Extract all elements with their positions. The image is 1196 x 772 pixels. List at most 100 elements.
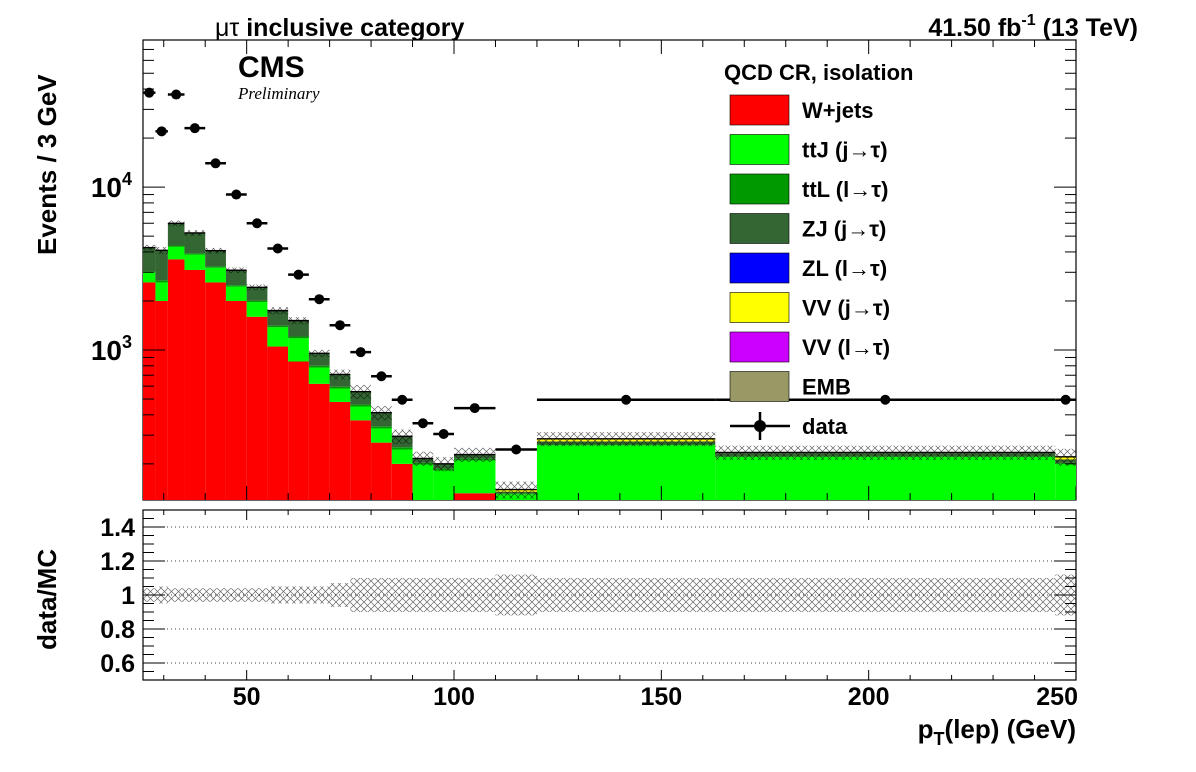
stack-bar-ttj (143, 272, 156, 283)
stack-bar-ttl (205, 266, 226, 268)
stack-bar-wjets (308, 383, 330, 500)
stack-bar-wjets (225, 300, 247, 500)
stack-bar-ttj (412, 464, 434, 500)
stack-bar-ttl (350, 404, 372, 407)
data-point (417, 418, 428, 429)
stack-bar-ttj (329, 388, 351, 402)
legend-swatch-ttj (729, 134, 790, 165)
stack-bar-ttj (391, 449, 413, 464)
data-point (1060, 394, 1071, 405)
y-axis-title: Events / 3 GeV (32, 74, 62, 255)
data-point (438, 429, 449, 440)
y-tick-label: 104 (91, 169, 132, 203)
main-axes: 103 104 (91, 39, 1077, 500)
stack-bar-ttl (329, 386, 351, 389)
legend-title: QCD CR, isolation (724, 60, 913, 85)
ratio-uncertainty-band (205, 588, 226, 602)
legend-marker-point (754, 420, 766, 432)
ratio-uncertainty-band (246, 588, 268, 602)
data-point (210, 158, 221, 169)
stack-bar-ttl (184, 253, 206, 255)
stack-bar-ttj (308, 367, 330, 384)
stack-bar-ttj (167, 246, 185, 260)
data-point (621, 394, 632, 405)
legend-swatch-ttl (729, 173, 790, 205)
data-point (144, 87, 155, 98)
x-tick-label: 150 (640, 683, 682, 711)
legend: QCD CR, isolation W+jets ttJ (j→τ) ttL (l→… (724, 60, 913, 440)
legend-label: VV (j→τ) (802, 296, 890, 321)
stack-bar-zj (143, 247, 156, 272)
stack-bar-ttj (350, 406, 372, 421)
stack-bar-ttl (155, 280, 168, 283)
stack-bar-ttj (246, 302, 268, 317)
stack-bar-ttl (267, 325, 289, 328)
stack-bar-zj (267, 310, 289, 326)
ratio-uncertainty-band (167, 588, 185, 602)
data-point (469, 403, 480, 414)
ratio-uncertainty-band (350, 578, 372, 612)
legend-swatch-vvj (729, 292, 790, 323)
ratio-y-tick-label: 1.2 (100, 548, 135, 576)
stack-bar-ttl (225, 285, 247, 287)
x-tick-label: 50 (233, 683, 261, 711)
data-point (376, 371, 387, 382)
stack-bar-wjets (184, 269, 206, 500)
legend-label: EMB (802, 375, 851, 400)
stack-bar-ttj (267, 327, 289, 347)
stack-bar-wjets (267, 346, 289, 500)
legend-label: data (802, 414, 848, 439)
category-title: μτ inclusive category (215, 14, 464, 42)
legend-label: ttJ (j→τ) (802, 138, 888, 163)
data-point (171, 89, 182, 100)
legend-label: VV (l→τ) (802, 335, 890, 360)
stack-bar-zj (184, 233, 206, 254)
stack-bar-zj (167, 223, 185, 246)
stack-bar-wjets (288, 361, 309, 500)
stack-bar-ttj (205, 267, 226, 283)
stack-bar-zj (155, 250, 168, 281)
stack-bar-wjets (371, 442, 392, 500)
ratio-uncertainty-band (225, 588, 247, 602)
stack-bar-ttj (155, 282, 168, 301)
stack-bar-wjets (391, 463, 413, 500)
legend-label: ZJ (j→τ) (802, 217, 886, 242)
stack-bar-wjets (329, 401, 351, 500)
ratio-axes: 0.6 0.8 1 1.2 1.4 50 100 150 200 250 (100, 509, 1078, 711)
y-tick-label: 103 (91, 332, 132, 366)
stack-bar-ttj (433, 470, 454, 500)
data-point (355, 347, 366, 358)
data-point (314, 294, 325, 305)
stack-bar-zj (288, 320, 309, 337)
ratio-uncertainty-band (267, 586, 289, 604)
ratio-uncertainty-band (184, 588, 206, 602)
stack-bar-ttl (371, 426, 392, 429)
ratio-uncertainty-band (371, 578, 392, 612)
stack-bar-wjets (143, 282, 156, 500)
x-tick-label: 100 (433, 683, 475, 711)
legend-label: ttL (l→τ) (802, 177, 888, 202)
ratio-uncertainty-band (288, 586, 309, 604)
legend-label: ZL (l→τ) (802, 256, 887, 281)
ratio-y-tick-label: 1.4 (100, 514, 135, 542)
ratio-uncertainty-band (329, 583, 351, 607)
luminosity-label: 41.50 fb-1 (13 TeV) (928, 12, 1138, 42)
legend-swatch-emb (729, 371, 790, 402)
stack-bar-ttl (288, 336, 309, 339)
stack-bar-wjets (205, 282, 226, 500)
legend-swatch-zl (729, 252, 790, 284)
data-point (334, 320, 345, 331)
stack-bar-ttl (308, 365, 330, 368)
stack-bar-ttl (246, 300, 268, 303)
preliminary-label: Preliminary (237, 84, 320, 103)
data-point (397, 394, 408, 405)
ratio-uncertainty-band (454, 578, 496, 612)
data-point (511, 444, 522, 455)
stack-bar-ttj (715, 457, 1056, 500)
stack-bar-zj (225, 270, 247, 286)
stack-bar-ttj (184, 254, 206, 270)
x-axis-title: pT(lep) (GeV) (918, 714, 1076, 749)
data-point (880, 394, 891, 405)
ratio-y-tick-label: 1 (121, 582, 135, 610)
